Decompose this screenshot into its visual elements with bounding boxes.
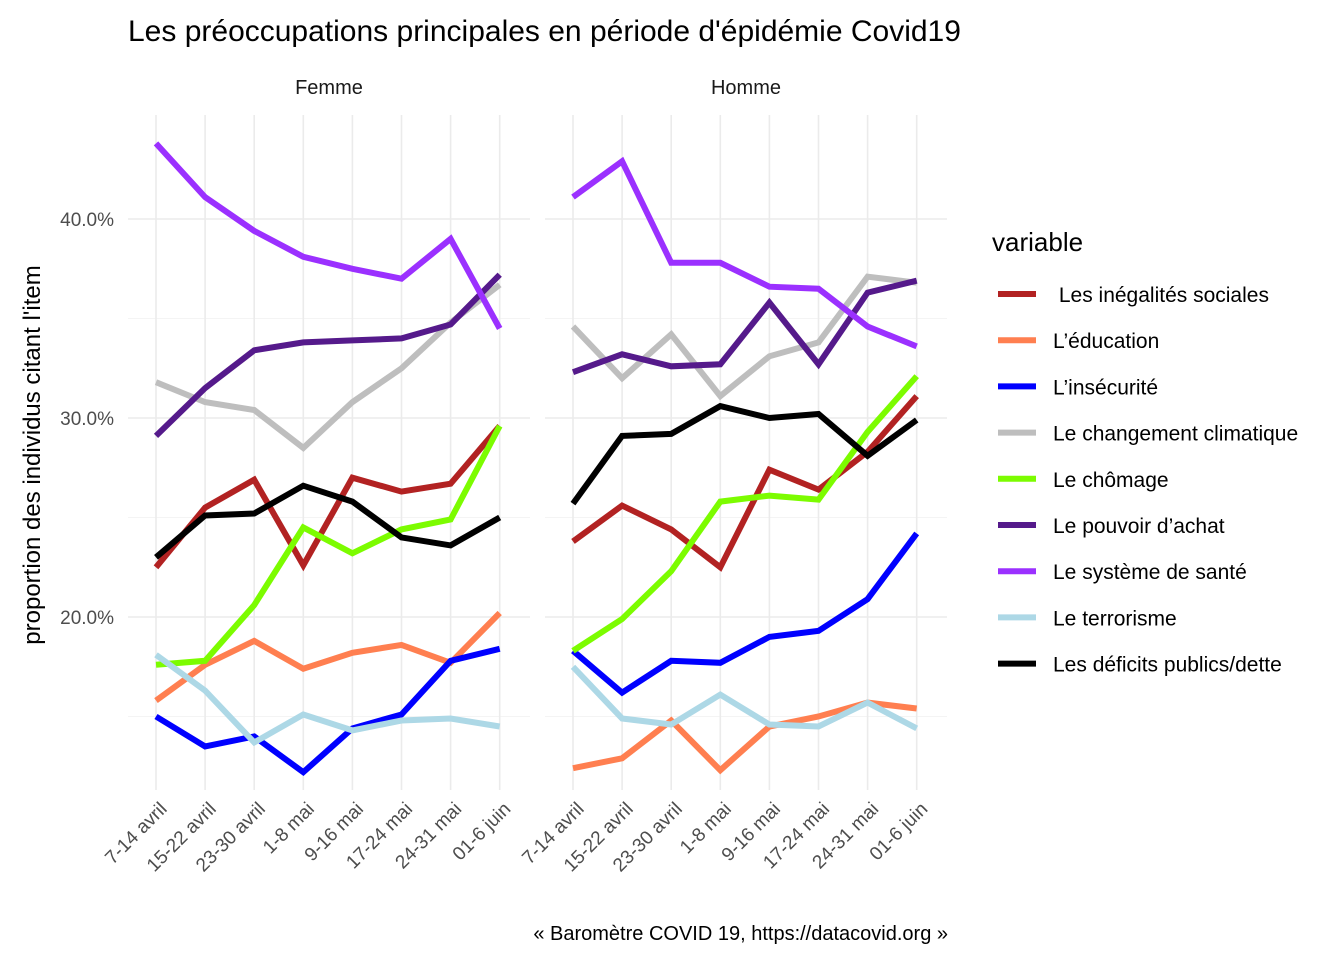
legend-label: L’éducation [1053,330,1159,353]
series-line-le-pouvoir-d-achat-homme [571,277,918,376]
series-line-les-inegalites-sociales-homme [571,394,919,572]
legend-label: Les déficits publics/dette [1053,654,1282,677]
legend-item-l-insecurite: L’insécurité [998,376,1158,399]
series-line-le-terrorisme-homme [570,664,919,732]
legend-label: Le chômage [1053,469,1169,492]
legend-item-les-inegalites-sociales: Les inégalités sociales [998,284,1269,307]
series-line-le-chomage-femme [155,424,503,668]
chart-title: Les préoccupations principales en périod… [128,15,961,48]
legend-label: Le terrorisme [1053,607,1177,630]
series-line-l-education-femme [154,610,502,704]
y-tick-label: 30.0% [60,409,114,430]
y-tick-label: 40.0% [60,210,114,231]
series-line-les-deficits-publics-dette-femme [154,482,502,560]
legend-item-le-terrorisme: Le terrorisme [998,607,1177,630]
legend: variable Les inégalités sociales L’éducat… [992,227,1298,677]
series-line-l-insecurite-homme [571,531,920,697]
series-line-le-systeme-de-sante-homme [571,156,918,350]
series-line-le-changement-climatique-homme [570,273,918,401]
series-lines [570,156,920,775]
series-line-les-inegalites-sociales-femme [153,424,502,572]
legend-item-le-pouvoir-d-achat: Le pouvoir d’achat [998,515,1225,538]
legend-label: Le pouvoir d’achat [1053,515,1225,538]
legend-item-les-deficits-publics-dette: Les déficits publics/dette [998,654,1282,677]
series-lines [153,141,503,777]
legend-label: Les inégalités sociales [1053,284,1269,307]
legend-title: variable [992,227,1083,257]
series-line-le-chomage-homme [571,374,919,654]
legend-item-le-chomage: Le chômage [998,469,1169,492]
series-line-les-deficits-publics-dette-homme [570,402,919,506]
legend-label: Le changement climatique [1053,423,1298,446]
series-line-le-pouvoir-d-achat-femme [153,272,502,439]
y-tick-label: 20.0% [60,608,114,629]
y-axis-label: proportion des individus citant l'item [19,265,46,644]
facet-label: Homme [711,77,781,99]
legend-label: Le système de santé [1053,561,1247,584]
legend-item-le-changement-climatique: Le changement climatique [998,423,1298,446]
facet-label: Femme [295,77,363,99]
series-line-le-terrorisme-femme [154,652,501,747]
series-line-le-systeme-de-sante-femme [153,141,503,330]
series-line-le-changement-climatique-femme [154,282,502,452]
series-line-l-insecurite-femme [154,645,501,777]
legend-item-le-systeme-de-sante: Le système de santé [998,561,1247,584]
legend-label: L’insécurité [1053,376,1158,399]
legend-item-l-education: L’éducation [998,330,1159,353]
chart-caption: « Baromètre COVID 19, https://datacovid.… [533,923,948,945]
